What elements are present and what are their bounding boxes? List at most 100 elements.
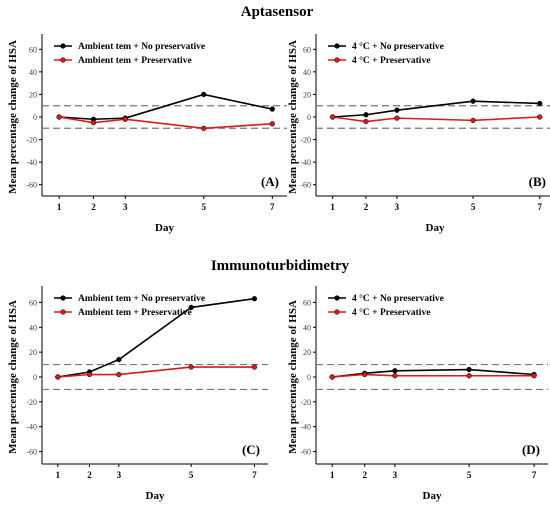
chart-panel: 60 40 20 0 -20 -40 -60 1 2 3 5 7 Day Mean percentage …: [287, 34, 550, 234]
y-tick-label: -60: [300, 448, 311, 457]
y-tick-label: 20: [303, 90, 311, 99]
x-tick-label: 3: [395, 202, 400, 212]
data-point: [537, 100, 543, 107]
panel-label: (A): [261, 174, 279, 189]
y-tick-label: -20: [26, 398, 37, 407]
y-axis-title: Mean percentage change of HSA: [7, 300, 19, 454]
y-tick-label: -40: [26, 423, 37, 432]
data-point: [330, 114, 336, 120]
data-point: [90, 119, 97, 126]
legend-marker: [60, 295, 66, 301]
data-point: [394, 115, 400, 121]
series-line: [59, 93, 273, 121]
y-tick-label: -40: [300, 158, 311, 167]
y-axis-title: Mean percentage change of HSA: [287, 300, 299, 454]
data-point: [363, 112, 369, 118]
y-tick-label: 0: [307, 113, 311, 122]
data-point: [394, 107, 400, 113]
data-point: [329, 374, 335, 380]
legend-marker: [334, 309, 340, 315]
y-tick-label: -60: [26, 448, 37, 457]
data-point: [201, 125, 207, 131]
chart-panel: 60 40 20 0 -20 -40 -60 1 2 3 5 7 Day Mean percentage …: [7, 34, 287, 234]
data-point: [537, 114, 543, 120]
panel-label: (D): [522, 442, 540, 457]
data-point: [122, 116, 128, 122]
x-tick-label: 2: [362, 470, 367, 480]
y-tick-label: 40: [29, 323, 37, 332]
data-point: [466, 373, 472, 379]
y-tick-label: 0: [307, 373, 311, 382]
x-tick-label: 5: [201, 202, 206, 212]
data-point: [470, 117, 476, 124]
data-point: [251, 296, 258, 302]
y-tick-label: 60: [29, 298, 37, 307]
data-point: [56, 114, 62, 120]
x-tick-label: 7: [537, 202, 542, 212]
legend-marker: [334, 57, 340, 63]
legend-label: Ambient tem + Preservative: [78, 308, 192, 318]
y-tick-label: 20: [303, 348, 311, 357]
x-tick-label: 7: [270, 202, 275, 212]
legend-label: Ambient tem + No preservative: [78, 294, 205, 304]
x-tick-label: 1: [57, 202, 62, 212]
y-tick-label: -40: [300, 423, 311, 432]
legend-marker: [60, 43, 66, 49]
y-tick-label: -20: [300, 398, 311, 407]
x-tick-label: 1: [56, 470, 61, 480]
legend-label: 4 °C + No preservative: [352, 41, 444, 52]
x-axis-title: Day: [426, 222, 445, 234]
x-tick-label: 5: [471, 202, 476, 212]
data-point: [531, 373, 537, 379]
data-point: [116, 356, 122, 363]
section-title-aptasensor: Aptasensor: [241, 4, 314, 20]
x-axis-title: Day: [155, 222, 174, 234]
y-tick-label: 40: [303, 323, 311, 332]
panel-label: (C): [242, 442, 260, 457]
data-point: [392, 373, 398, 379]
x-tick-label: 2: [87, 470, 92, 480]
x-axis-title: Day: [423, 490, 442, 502]
x-tick-label: 1: [330, 470, 335, 480]
legend-marker: [334, 295, 340, 301]
y-tick-label: 60: [303, 298, 311, 307]
data-point: [251, 364, 258, 370]
data-point: [55, 374, 61, 380]
chart-panel: 60 40 20 0 -20 -40 -60 1 2 3 5 7 Day Mean percentage …: [287, 286, 548, 502]
data-point: [116, 371, 122, 378]
data-point: [188, 304, 194, 311]
legend-label: 4 °C + No preservative: [352, 293, 444, 304]
x-tick-label: 3: [123, 202, 128, 212]
x-tick-label: 5: [189, 470, 194, 480]
legend-label: Ambient tem + No preservative: [78, 42, 205, 52]
data-point: [363, 118, 369, 125]
y-tick-label: 0: [33, 373, 37, 382]
y-tick-label: -20: [300, 136, 311, 145]
panel-label: (B): [529, 174, 546, 189]
legend-label: 4 °C + Preservative: [352, 307, 430, 318]
y-tick-label: -60: [300, 181, 311, 190]
data-point: [188, 364, 194, 370]
data-point: [201, 91, 207, 98]
chart-panel: 60 40 20 0 -20 -40 -60 1 2 3 5 7 Day Mean percentage …: [7, 286, 268, 502]
y-tick-label: -40: [26, 158, 37, 167]
data-point: [269, 106, 275, 112]
legend-label: Ambient tem + Preservative: [78, 56, 192, 66]
x-tick-label: 7: [252, 470, 257, 480]
data-point: [470, 98, 476, 104]
y-tick-label: -60: [26, 181, 37, 190]
x-axis-title: Day: [146, 490, 165, 502]
y-axis-title: Mean percentage change of HSA: [7, 40, 19, 194]
x-tick-label: 7: [532, 470, 537, 480]
data-point: [392, 368, 398, 374]
legend-marker: [60, 309, 66, 315]
x-tick-label: 3: [393, 470, 398, 480]
legend-marker: [60, 57, 66, 63]
x-tick-label: 3: [117, 470, 122, 480]
y-axis-title: Mean percentage change of HSA: [287, 40, 299, 194]
y-tick-label: 60: [303, 45, 311, 54]
y-tick-label: 20: [29, 90, 37, 99]
y-tick-label: -20: [26, 136, 37, 145]
